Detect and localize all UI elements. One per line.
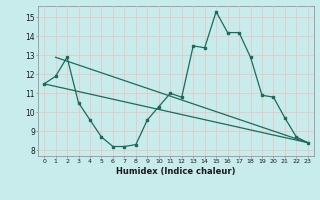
X-axis label: Humidex (Indice chaleur): Humidex (Indice chaleur) xyxy=(116,167,236,176)
